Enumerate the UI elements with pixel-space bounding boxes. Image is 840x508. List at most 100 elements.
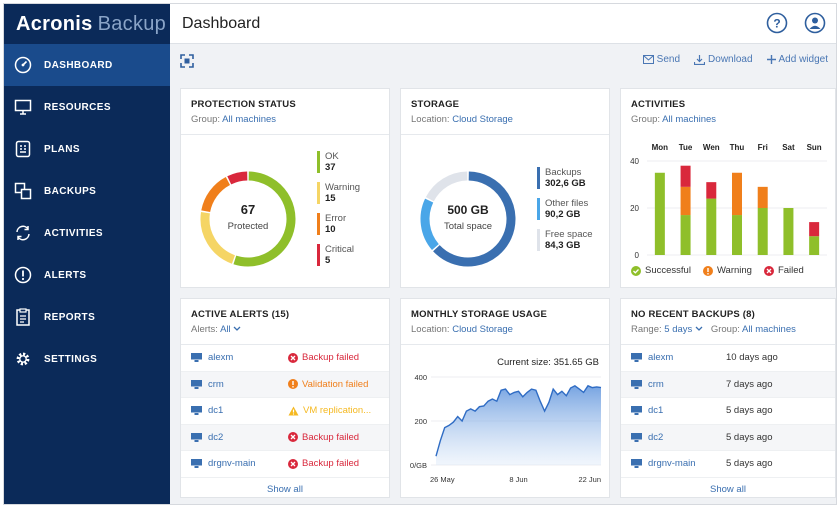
bar-warning[interactable] [680,186,691,216]
bar-successful[interactable] [757,208,768,255]
group-filter-link[interactable]: All machines [222,114,277,125]
norecent-show-all-link[interactable]: Show all [710,483,746,495]
bar-failed[interactable] [706,182,717,199]
download-link[interactable]: Download [694,54,753,65]
group-filter-link[interactable]: All machines [662,114,717,125]
bar-successful[interactable] [783,208,794,255]
donut-slice-other-files [420,198,439,250]
machine-name[interactable]: dc2 [648,431,664,443]
fullscreen-icon[interactable] [180,54,194,68]
warning-triangle-icon [288,406,299,416]
table-row[interactable]: crm 7 days ago [621,371,835,398]
table-row[interactable]: alexm Backup failed [181,345,389,372]
user-icon[interactable] [804,12,826,34]
sidebar-item-settings[interactable]: SETTINGS [4,338,170,380]
legend-swatch [537,198,540,220]
group-filter-link[interactable]: All machines [742,324,796,335]
legend-value: 90,2 GB [545,209,581,220]
add-widget-link[interactable]: Add widget [766,54,828,65]
legend-swatch [317,244,320,266]
machine-name[interactable]: crm [648,378,664,390]
sidebar-item-alerts[interactable]: ALERTS [4,254,170,296]
sidebar-item-plans[interactable]: PLANS [4,128,170,170]
bar-successful[interactable] [680,215,691,255]
sidebar-item-label: RESOURCES [44,101,111,113]
current-size-label: Current size: 351.65 GB [497,357,599,368]
sidebar-item-dashboard[interactable]: DASHBOARD [4,44,170,86]
alert-status[interactable]: VM replication... [288,405,371,416]
help-icon[interactable]: ? [766,12,788,34]
legend-label: Free space [545,229,593,240]
x-tick-label: Tue [679,143,693,152]
table-row[interactable]: alexm 10 days ago [621,345,835,372]
machine-name[interactable]: alexm [648,352,674,364]
sidebar-item-reports[interactable]: REPORTS [4,296,170,338]
computer-icon [191,459,202,469]
machine-name[interactable]: dc1 [648,405,664,417]
app-logo[interactable]: Acronis Backup [4,4,170,44]
top-bar: Dashboard ? [170,4,836,44]
table-row[interactable]: drgnv-main 5 days ago [621,451,835,478]
donut-slice-error [201,177,231,213]
reports-icon [16,308,30,326]
machine-name[interactable]: drgnv-main [208,458,256,470]
legend-label: Other files [545,198,589,209]
legend-value: 302,6 GB [545,178,586,189]
send-link[interactable]: Send [642,54,680,65]
machine-name[interactable]: crm [208,378,224,390]
bar-successful[interactable] [809,236,820,255]
legend-backups: Backups 302,6 GB [537,167,593,189]
bar-failed[interactable] [809,222,820,237]
table-row[interactable]: drgnv-main Backup failed [181,451,389,478]
machine-name[interactable]: drgnv-main [648,458,696,470]
machine-name[interactable]: alexm [208,352,234,364]
table-row[interactable]: dc2 5 days ago [621,424,835,451]
alert-icon [14,266,32,284]
alert-status[interactable]: Backup failed [288,432,359,443]
table-row[interactable]: dc1 VM replication... [181,398,389,425]
last-backup-age: 5 days ago [726,431,773,443]
total-space-value: 500 GB [447,203,489,217]
table-row[interactable]: crm Validation failed [181,371,389,398]
legend-swatch [537,229,540,251]
sidebar-item-resources[interactable]: RESOURCES [4,86,170,128]
sidebar-item-backups[interactable]: BACKUPS [4,170,170,212]
bar-successful[interactable] [732,215,742,255]
alert-status[interactable]: Backup failed [288,458,359,469]
bar-successful[interactable] [654,172,665,255]
alert-status-text: Backup failed [302,458,360,470]
bar-failed[interactable] [680,165,691,187]
legend-value: 15 [325,193,336,204]
logo-brand: Acronis [16,12,93,35]
no-recent-list: alexm 10 days ago crm 7 days ago dc1 5 days a… [621,345,835,478]
bar-successful[interactable] [706,198,717,255]
bar-warning[interactable] [732,172,742,216]
x-tick-label: Fri [758,143,768,152]
location-filter-link[interactable]: Cloud Storage [452,324,513,335]
sidebar-item-label: DASHBOARD [44,59,113,71]
alert-status[interactable]: Backup failed [288,352,359,363]
range-dropdown[interactable]: 5 days [664,324,703,335]
computer-icon [631,432,642,442]
activities-bar-chart: 0 20 40 Mon Tue Wen Thu Fri Sat Sun [630,143,827,259]
table-row[interactable]: dc2 Backup failed [181,424,389,451]
x-tick-label: Wen [703,143,720,152]
legend-value: 37 [325,162,336,173]
alerts-filter-dropdown[interactable]: All [220,324,241,335]
widget-title: NO RECENT BACKUPS (8) [631,309,756,320]
computer-icon [191,406,202,416]
logo-product: Backup [97,12,167,35]
table-row[interactable]: dc1 5 days ago [621,398,835,425]
alerts-show-all-link[interactable]: Show all [267,483,303,495]
legend-label: Successful [645,265,691,276]
x-tick-label: Sun [807,143,822,152]
machine-name[interactable]: dc1 [208,405,224,417]
machine-name[interactable]: dc2 [208,431,224,443]
protected-label: Protected [228,221,269,232]
bar-warning[interactable] [757,186,768,208]
location-filter-link[interactable]: Cloud Storage [452,114,513,125]
download-label: Download [708,54,753,65]
sidebar-item-activities[interactable]: ACTIVITIES [4,212,170,254]
alert-status[interactable]: Validation failed [288,379,368,390]
page-title: Dashboard [182,14,261,32]
